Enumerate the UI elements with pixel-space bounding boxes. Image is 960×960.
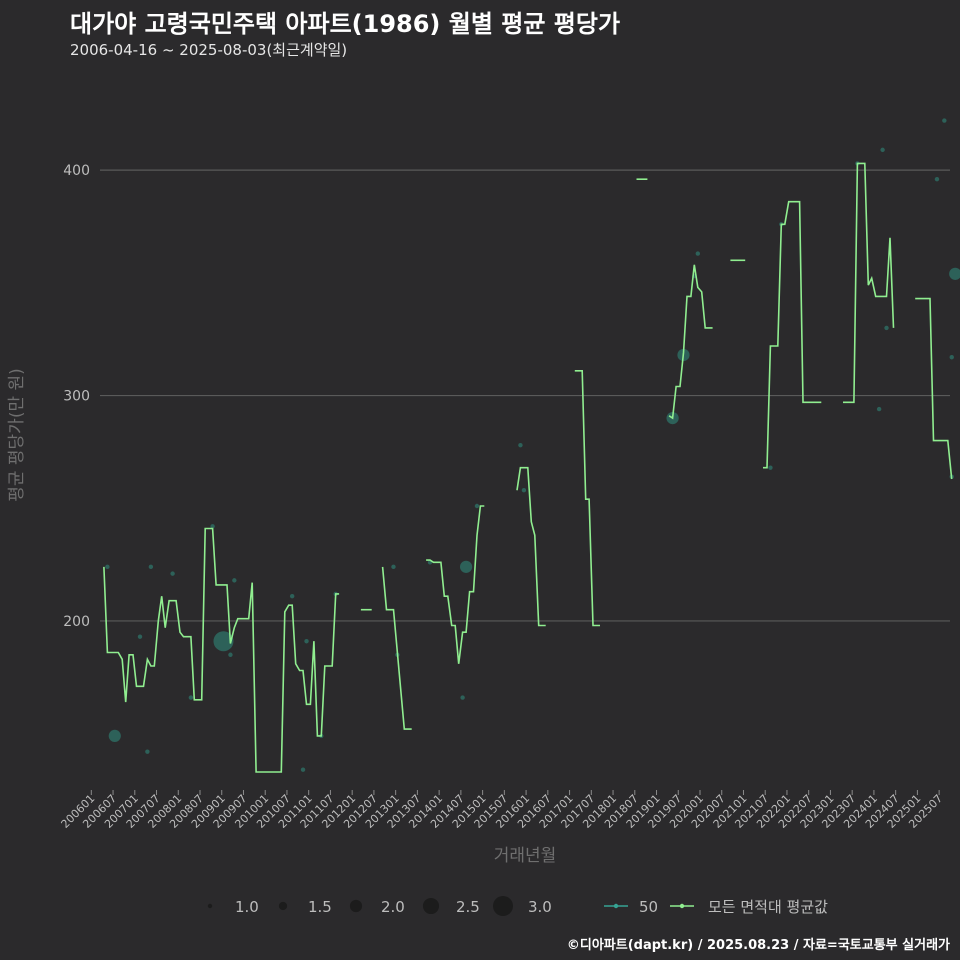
series-line-segment [516, 466, 546, 627]
chart-caption: ©디아파트(dapt.kr) / 2025.08.23 / 자료=국토교통부 실… [566, 938, 950, 953]
x-axis-label: 거래년월 [494, 846, 557, 866]
data-point [518, 442, 523, 448]
data-point [521, 488, 527, 493]
data-point [108, 729, 121, 743]
y-tick-label: 300 [63, 389, 90, 405]
data-point [884, 325, 889, 331]
data-point [210, 524, 215, 529]
data-point [934, 176, 940, 182]
series-line-segment [574, 370, 600, 627]
data-point [232, 578, 237, 583]
data-point [213, 631, 234, 652]
legend-size-key [207, 903, 213, 909]
legend-avg-dot [679, 903, 685, 909]
data-point [170, 571, 175, 576]
data-point [105, 564, 110, 570]
legend-size-label: 1.0 [235, 898, 259, 916]
y-axis-label: 평균 평당가(만 원) [7, 368, 27, 502]
data-point [228, 652, 233, 657]
chart-subtitle: 2006-04-16 ~ 2025-08-03(최근계약일) [70, 41, 348, 59]
series-line-segment [668, 264, 713, 420]
data-point [289, 593, 295, 599]
series-line-segment [103, 527, 340, 773]
data-point [880, 147, 885, 153]
legend-size-key [422, 897, 440, 915]
data-point [304, 639, 309, 644]
data-point [949, 355, 954, 360]
data-point [145, 749, 150, 754]
legend-size-label: 1.5 [308, 898, 332, 916]
series-line-segment [426, 505, 485, 664]
chart-title: 대가야 고령국민주택 아파트(1986) 월별 평균 평당가 [70, 10, 621, 38]
legend-size-key [349, 899, 363, 913]
data-point [949, 267, 960, 280]
legend-area-dot [613, 903, 619, 909]
data-point [768, 465, 773, 470]
series-line-segment [763, 200, 822, 469]
legend-size-label: 2.5 [456, 898, 480, 916]
data-point [695, 251, 701, 256]
data-point [137, 634, 143, 639]
y-tick-label: 400 [63, 163, 90, 179]
data-point [148, 564, 154, 570]
data-point [391, 564, 396, 570]
data-point [942, 118, 947, 123]
legend-series-label: 모든 면적대 평균값 [708, 898, 828, 916]
legend-size-key [493, 896, 513, 916]
legend-size-label: 2.0 [381, 898, 405, 916]
data-point [188, 695, 194, 700]
legend-size-label: 3.0 [528, 898, 552, 916]
data-point [474, 503, 480, 509]
legend-size-key [278, 901, 288, 911]
y-tick-label: 200 [63, 614, 90, 630]
series-line-segment [843, 162, 895, 404]
data-point [300, 767, 306, 772]
data-point [876, 406, 882, 412]
series-line-segment [915, 297, 953, 480]
legend-series-label: 50 [639, 898, 658, 916]
series-line-segment [381, 566, 412, 730]
data-point [460, 695, 465, 700]
data-point [459, 560, 473, 573]
